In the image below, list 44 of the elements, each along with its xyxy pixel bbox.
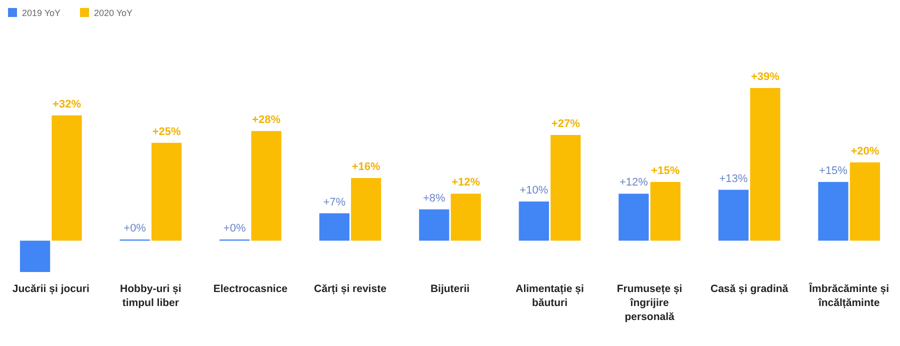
x-tick-label: Electrocasnice [213,283,288,295]
data-label: +7% [323,196,346,208]
data-label: +15% [651,164,680,177]
bar [718,190,749,241]
data-label: +27% [551,118,580,130]
x-tick-label: Hobby-uri și timpul liber [120,283,182,309]
data-label: +28% [252,114,281,126]
x-tick-label: Casă și gradină [710,283,788,295]
data-label: +0% [223,222,246,235]
data-label: +15% [819,164,848,177]
bar [750,88,780,241]
x-tick-label: Îmbrăcăminte și încălțăminte [808,282,890,309]
x-tick-label: Jucării și jocuri [12,283,90,295]
data-label: +8% [422,192,446,204]
legend-label: 2019 YoY [22,8,61,18]
bar [450,194,481,241]
bar [351,178,382,241]
bar [251,131,282,241]
bar [20,240,50,272]
data-label: +20% [850,145,880,158]
data-label: +0% [124,222,146,235]
x-tick-label: Alimentație și băuturi [516,283,584,309]
bar [850,162,880,241]
data-label: +12% [619,176,648,189]
bar [419,209,450,241]
bar [618,194,649,241]
x-tick-label: Bijuterii [430,283,470,295]
bar [319,213,350,241]
data-label: +39% [750,71,780,83]
bar [650,182,680,241]
data-label: +13% [719,172,748,185]
x-tick-label: Cărți și reviste [314,283,387,295]
bar [151,142,182,241]
data-label: +12% [452,176,480,189]
bar [52,115,82,241]
x-tick-label: Frumusețe și îngrijire personală [616,283,682,323]
bar [518,202,549,241]
legend-label: 2020 YoY [94,8,133,18]
data-label: +25% [152,126,181,138]
bar [550,134,581,241]
bar [818,182,848,241]
data-label: +10% [520,184,548,197]
data-label: +32% [52,98,82,110]
data-label: +16% [352,161,381,174]
